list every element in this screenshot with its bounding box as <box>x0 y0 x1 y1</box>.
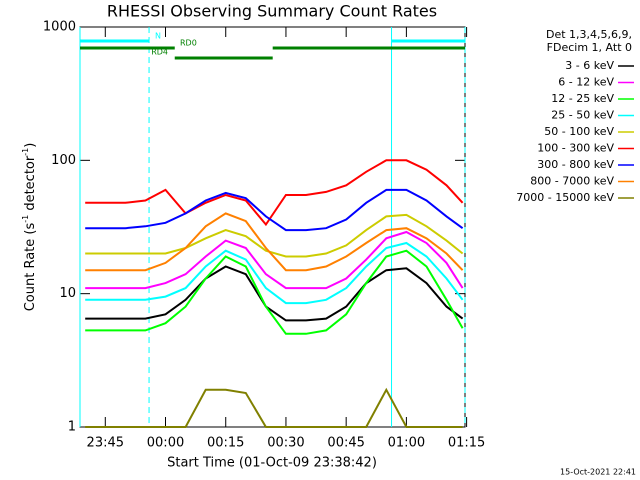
series-line <box>85 241 464 305</box>
series-line <box>85 265 464 322</box>
y-tick-label: 1 <box>68 420 76 435</box>
legend-label: 100 - 300 keV <box>537 142 614 155</box>
legend-label: 3 - 6 keV <box>565 59 614 72</box>
legend-label: 6 - 12 keV <box>558 76 614 89</box>
series-line <box>85 188 464 232</box>
flag-label: RD4 <box>151 48 168 57</box>
series-line <box>85 230 464 290</box>
legend-label: 7000 - 15000 keV <box>516 191 614 204</box>
series-line <box>85 212 464 272</box>
x-tick-label: 00:30 <box>267 436 304 451</box>
series-line <box>85 387 463 428</box>
y-label-sup: -1 <box>21 148 30 156</box>
legend-label: 12 - 25 keV <box>551 92 614 105</box>
y-label-part: Count Rate (s <box>23 223 38 312</box>
legend-label: 50 - 100 keV <box>544 125 614 138</box>
legend-label: 25 - 50 keV <box>551 109 614 122</box>
x-tick-label: 00:15 <box>207 436 244 451</box>
legend-header: FDecim 1, Att 0 <box>547 41 632 54</box>
y-axis-label: Count Rate (s-1 detector-1) <box>21 143 38 312</box>
flag-label: RD0 <box>180 39 197 48</box>
x-tick-label: 01:00 <box>388 436 425 451</box>
y-label-part: detector <box>23 155 38 215</box>
legend-header: Det 1,3,4,5,6,9, <box>546 28 632 41</box>
x-tick-label: 23:45 <box>87 436 124 451</box>
y-tick-label: 1000 <box>43 20 76 35</box>
footer: 15-Oct-2021 22:41 <box>560 468 636 477</box>
series-line <box>85 159 464 227</box>
flag-label: N <box>155 32 161 41</box>
y-label-sup: -1 <box>21 215 30 223</box>
series-line <box>85 213 464 258</box>
legend-label: 800 - 7000 keV <box>530 175 614 188</box>
x-tick-label: 00:00 <box>147 436 184 451</box>
y-tick-label: 10 <box>59 286 76 301</box>
x-tick-label: 00:45 <box>327 436 364 451</box>
series-line <box>85 249 464 335</box>
x-axis-label: Start Time (01-Oct-09 23:38:42) <box>167 456 377 471</box>
chart-title: RHESSI Observing Summary Count Rates <box>107 2 437 21</box>
y-tick-label: 100 <box>51 153 76 168</box>
x-tick-label: 01:15 <box>448 436 485 451</box>
y-label-part: ) <box>23 143 38 148</box>
legend-label: 300 - 800 keV <box>537 158 614 171</box>
